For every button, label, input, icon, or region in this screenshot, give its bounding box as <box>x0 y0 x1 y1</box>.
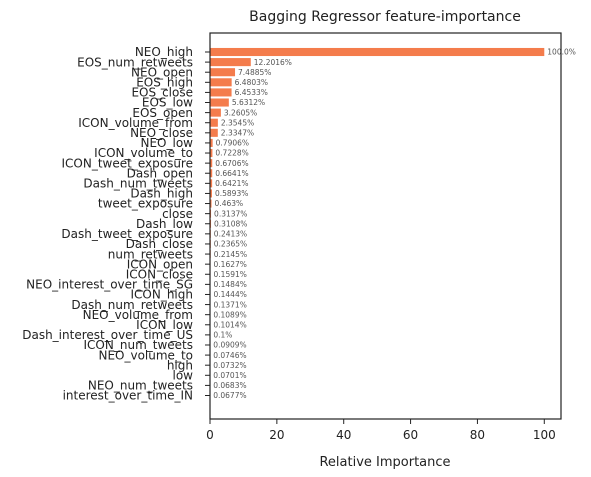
y-tick-label: NEO_volume_to <box>98 348 193 362</box>
bar-value-label: 0.1014% <box>213 320 246 329</box>
bar-value-label: 0.2413% <box>214 230 247 239</box>
chart-title: Bagging Regressor feature-importance <box>249 9 521 25</box>
y-tick-label: NEO_high <box>135 45 193 59</box>
bar-value-label: 3.2605% <box>224 108 257 117</box>
y-tick-label: ICON_num_tweets <box>84 338 193 352</box>
bar-value-label: 6.4533% <box>235 88 268 97</box>
bar-value-label: 2.3347% <box>221 129 254 138</box>
y-tick-label: Dash_open <box>127 166 193 180</box>
y-tick-label: Dash_num_retweets <box>71 298 193 312</box>
bar-value-label: 0.1371% <box>213 300 246 309</box>
y-tick-label: close <box>162 207 193 221</box>
y-tick-label: EOS_num_retweets <box>77 55 193 69</box>
y-tick-label: Dash_low <box>136 217 193 231</box>
bar <box>210 179 213 188</box>
bar-value-label: 0.6706% <box>215 159 248 168</box>
bar-value-label: 0.2145% <box>214 250 247 259</box>
bar-value-label: 6.4803% <box>235 78 268 87</box>
bar <box>210 189 212 198</box>
bar <box>210 118 218 127</box>
y-tick-label: ICON_volume_to <box>94 146 193 160</box>
bar-value-label: 0.1591% <box>214 270 247 279</box>
bar-value-label: 0.6641% <box>215 169 248 178</box>
y-tick-label: Dash_high <box>130 187 193 201</box>
y-tick-label: EOS_close <box>131 86 193 100</box>
y-tick-label: NEO_volume_from <box>83 308 193 322</box>
bar <box>210 68 236 77</box>
bar-value-label: 0.5893% <box>215 189 248 198</box>
x-tick-label: 40 <box>336 428 351 442</box>
bar <box>210 128 218 137</box>
bar-value-label: 0.7228% <box>215 149 248 158</box>
y-tick-label: EOS_high <box>136 76 193 90</box>
y-tick-label: ICON_tweet_exposure <box>62 156 193 170</box>
y-tick-label: Dash_interest_over_time_US <box>22 328 193 342</box>
bar-value-label: 5.6312% <box>232 98 265 107</box>
bar <box>210 108 221 117</box>
x-tick-label: 60 <box>403 428 418 442</box>
y-tick-label: Dash_close <box>126 237 193 251</box>
bar <box>210 159 213 168</box>
bar-value-label: 0.1% <box>213 331 232 340</box>
plot-frame <box>209 32 562 420</box>
bar <box>210 98 229 107</box>
bar-value-label: 0.0746% <box>213 351 246 360</box>
bar-value-label: 0.0732% <box>213 361 246 370</box>
bar-value-label: 0.6421% <box>215 179 248 188</box>
y-tick-label: NEO_low <box>141 136 194 150</box>
bar-value-label: 0.0683% <box>213 381 246 390</box>
y-tick-label: Dash_tweet_exposure <box>61 227 193 241</box>
x-axis-label: Relative Importance <box>319 455 450 470</box>
y-tick-label: ICON_low <box>136 318 193 332</box>
x-tick-label: 100 <box>533 428 556 442</box>
y-tick-label: NEO_open <box>131 65 193 79</box>
bar-value-label: 7.4885% <box>238 68 271 77</box>
y-tick-label: ICON_open <box>127 257 193 271</box>
x-axis: 0 20 40 60 80 100 <box>206 419 556 442</box>
y-tick-label: NEO_interest_over_time_SG <box>26 278 193 292</box>
bar-value-label: 2.3545% <box>221 118 254 127</box>
y-tick-label: tweet_exposure <box>98 197 193 211</box>
bar-value-label: 0.3108% <box>214 219 247 228</box>
x-tick-label: 20 <box>269 428 284 442</box>
bar-value-label: 0.1484% <box>213 280 246 289</box>
bar <box>210 138 213 147</box>
bar <box>210 199 212 208</box>
y-tick-label: ICON_volume_from <box>78 116 193 130</box>
bar-value-label: 0.1627% <box>214 260 247 269</box>
bar-value-label: 0.1089% <box>213 310 246 319</box>
y-tick-label: ICON_high <box>130 288 193 302</box>
bar-value-label: 0.0701% <box>213 371 246 380</box>
bar <box>210 58 251 67</box>
y-tick-label: high <box>167 358 193 372</box>
bar-value-label: 0.0677% <box>213 391 246 400</box>
bar-value-label: 0.463% <box>215 199 244 208</box>
y-tick-label: NEO_num_tweets <box>88 379 193 393</box>
bar <box>210 148 213 158</box>
y-tick-label: EOS_low <box>142 96 193 110</box>
value-labels-layer: 100.0%12.2016%7.4885%6.4803%6.4533%5.631… <box>213 48 576 401</box>
x-tick-label: 80 <box>470 428 485 442</box>
y-tick-label: interest_over_time_IN <box>63 389 193 403</box>
bar-value-label: 0.3137% <box>214 209 247 218</box>
y-tick-label: low <box>173 368 194 382</box>
x-tick-label: 0 <box>206 428 214 442</box>
bar <box>210 169 213 178</box>
bar-value-label: 0.1444% <box>213 290 246 299</box>
bar-value-label: 0.2365% <box>214 240 247 249</box>
bar <box>210 47 545 57</box>
y-tick-label: EOS_open <box>132 106 193 120</box>
y-tick-label: Dash_num_tweets <box>83 177 193 191</box>
bar-value-label: 0.7906% <box>216 139 249 148</box>
bar-value-label: 12.2016% <box>254 58 292 67</box>
bar-value-label: 0.0909% <box>213 341 246 350</box>
bar <box>210 78 232 87</box>
bar <box>210 88 232 97</box>
y-tick-label: NEO_close <box>130 126 193 140</box>
y-tick-labels: NEO_highEOS_num_retweetsNEO_openEOS_high… <box>22 45 210 403</box>
y-tick-label: ICON_close <box>126 267 193 281</box>
y-tick-label: num_retweets <box>108 247 193 261</box>
